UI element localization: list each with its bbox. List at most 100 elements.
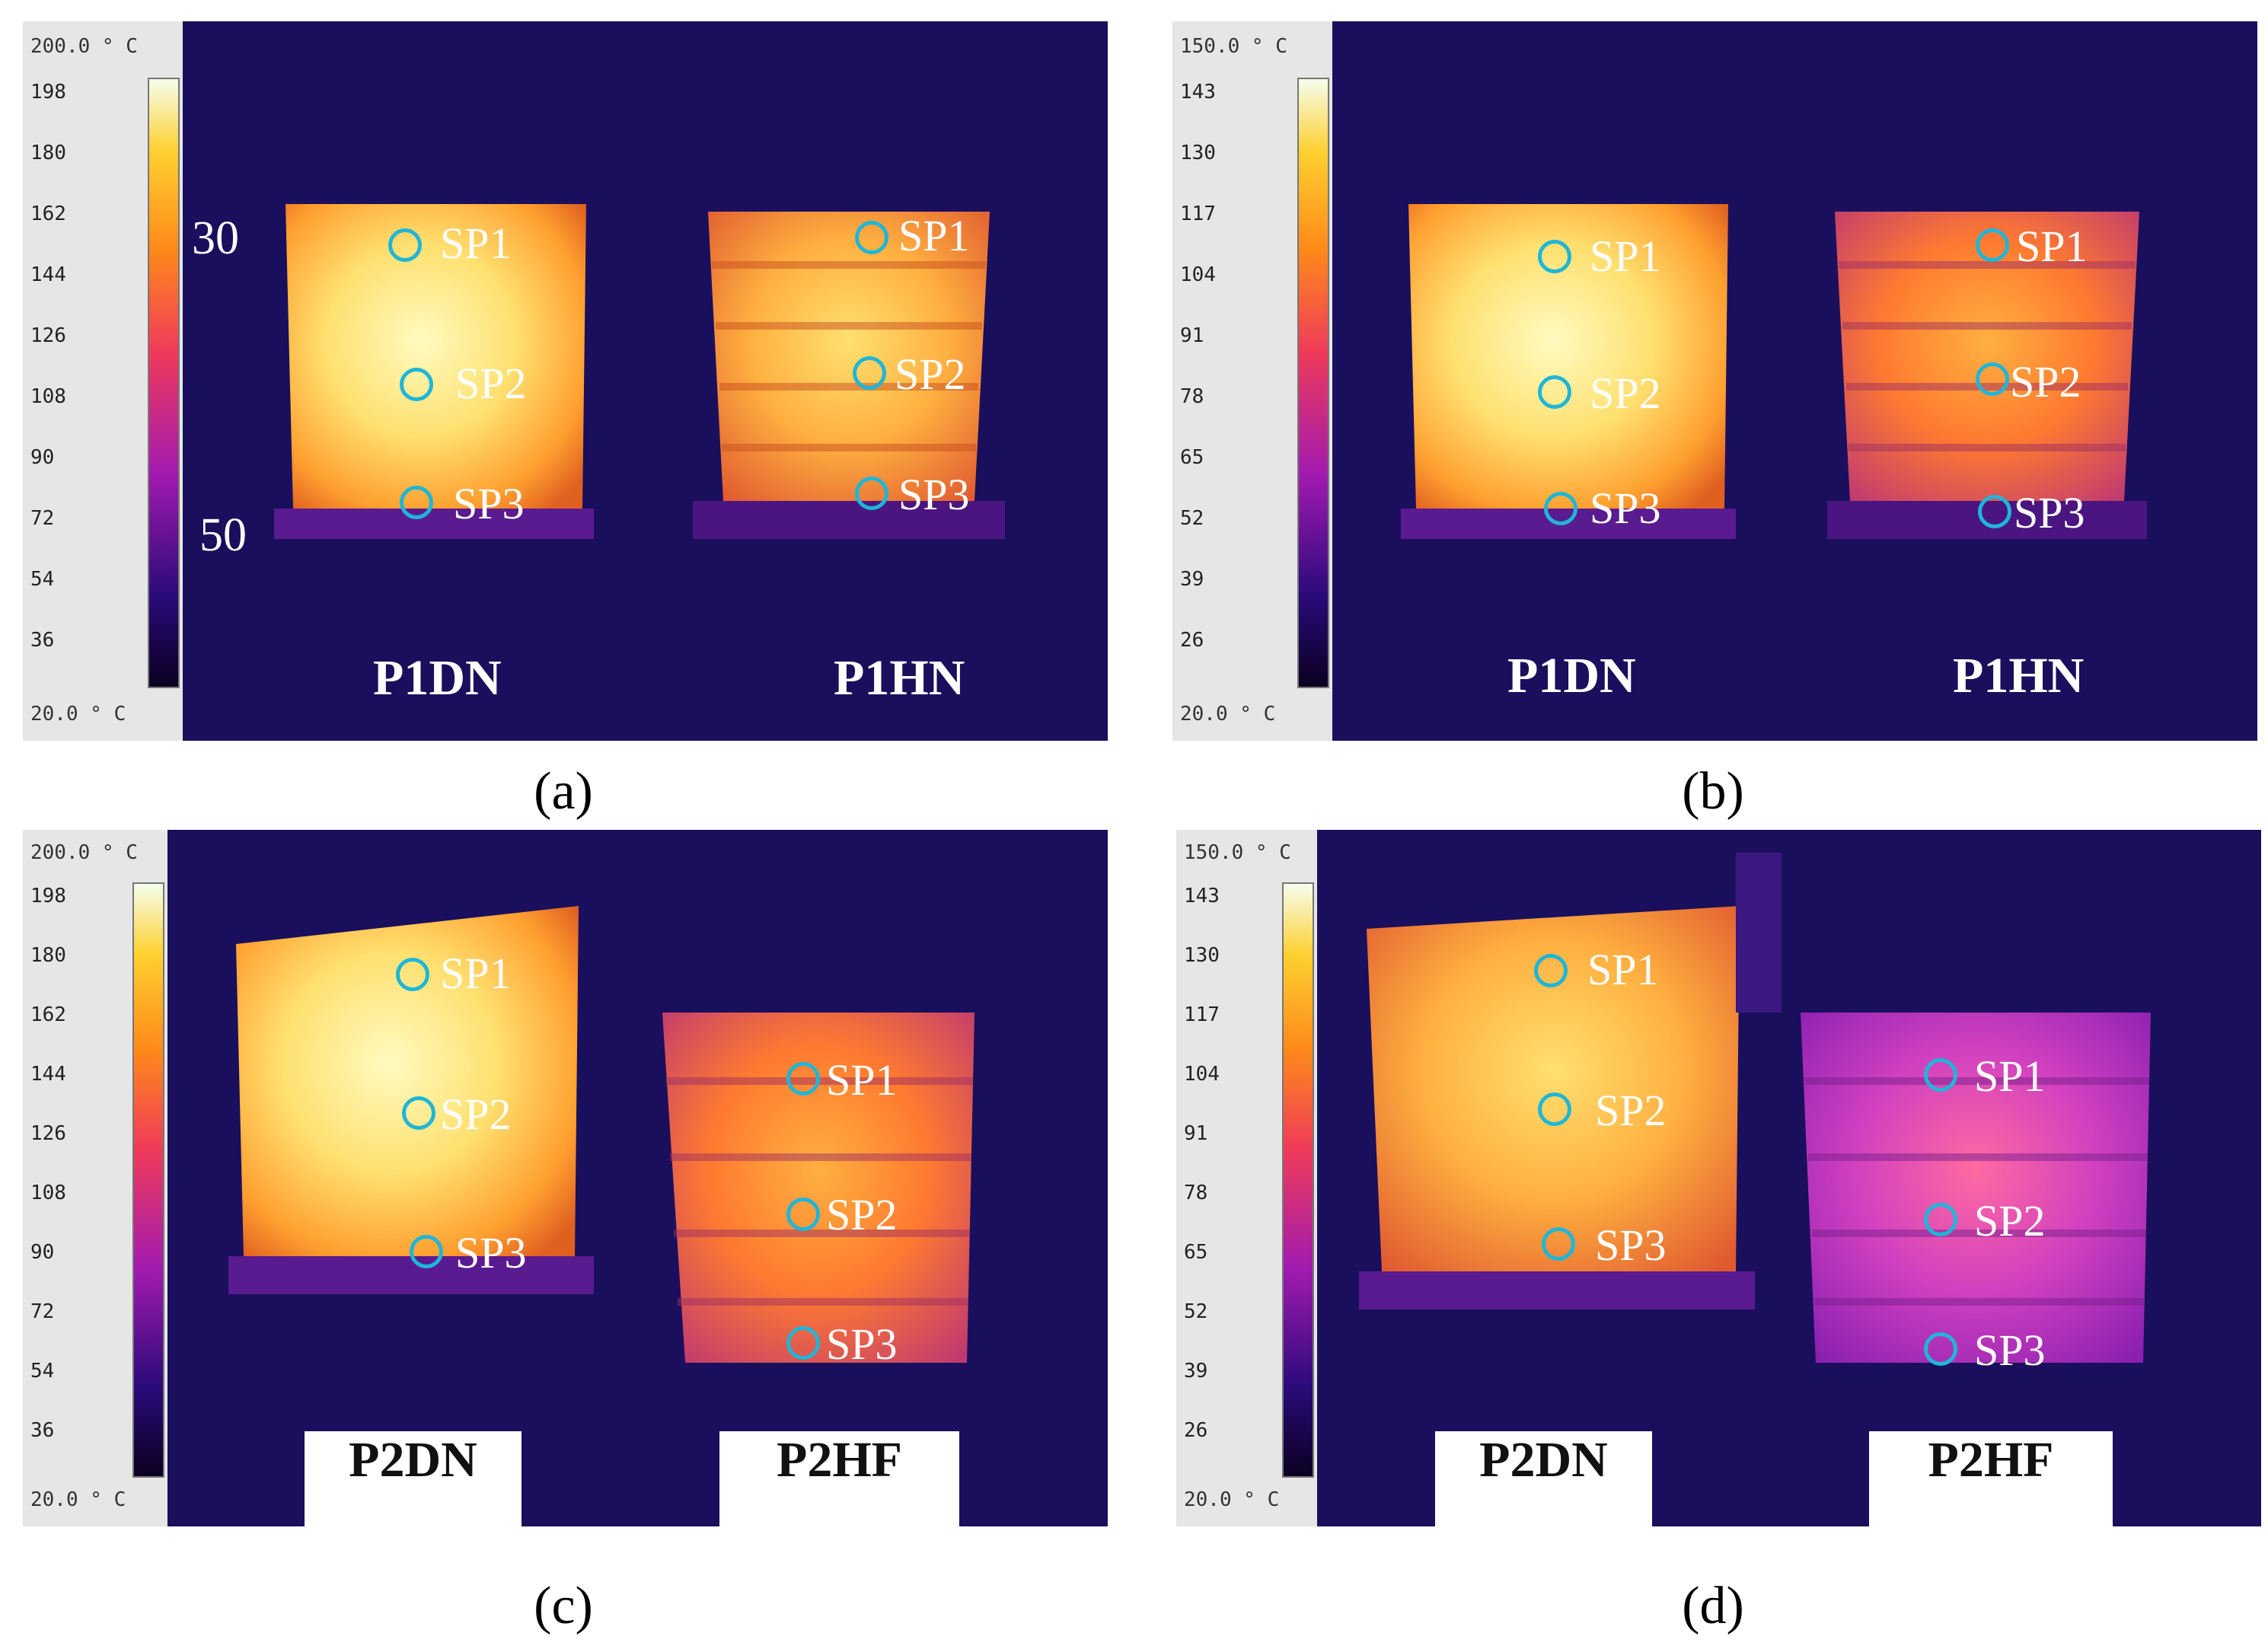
point-label: SP1 <box>440 218 512 268</box>
tick-label: 180 <box>30 142 66 164</box>
caption-a: (a) <box>534 762 593 821</box>
tick-label: 78 <box>1180 385 1204 408</box>
caption-d: (d) <box>1682 1577 1744 1635</box>
point-label: SP3 <box>1595 1220 1667 1270</box>
point-marker <box>396 958 429 991</box>
point-label: SP3 <box>455 1228 527 1277</box>
point-label: SP3 <box>1974 1325 2046 1375</box>
specimen-label: P1DN <box>1507 648 1636 703</box>
point-marker <box>786 1326 820 1360</box>
scale-bottom-a: 20.0 ° C <box>30 703 126 726</box>
tick-label: 130 <box>1180 142 1216 164</box>
point-marker <box>402 1096 435 1130</box>
point-marker <box>1544 492 1577 525</box>
thermal-image-b <box>1172 21 2257 741</box>
tick-label: 78 <box>1184 1182 1208 1204</box>
point-label: SP2 <box>1590 368 1661 418</box>
tick-label: 180 <box>30 944 66 967</box>
scale-top-c: 200.0 ° C <box>30 841 138 864</box>
point-label: SP1 <box>1974 1051 2046 1101</box>
point-label: SP2 <box>826 1190 898 1239</box>
point-label: SP3 <box>2014 488 2085 537</box>
point-label: SP1 <box>1590 231 1661 281</box>
point-marker <box>853 356 886 390</box>
point-label: SP2 <box>440 1089 512 1139</box>
thermal-image-c <box>23 830 1108 1526</box>
point-marker <box>1978 495 2011 528</box>
point-marker <box>786 1062 820 1096</box>
tick-label: 117 <box>1184 1003 1220 1026</box>
tick-label: 117 <box>1180 203 1216 225</box>
tick-label: 126 <box>30 1122 66 1145</box>
tick-label: 104 <box>1184 1063 1220 1086</box>
panel-a: 200.0 ° C 20.0 ° C 198 180 162 144 126 1… <box>23 21 1108 741</box>
tick-label: 104 <box>1180 263 1216 286</box>
tick-label: 52 <box>1184 1300 1208 1323</box>
scale-top-b: 150.0 ° C <box>1180 35 1287 58</box>
tick-label: 36 <box>30 1419 55 1442</box>
point-marker <box>1538 1092 1571 1126</box>
tick-label: 162 <box>30 1003 66 1026</box>
point-marker <box>1538 240 1571 273</box>
point-marker <box>1976 362 2009 396</box>
point-marker <box>1538 375 1571 409</box>
tick-label: 143 <box>1180 81 1216 104</box>
tick-label: 65 <box>1184 1241 1208 1264</box>
point-label: SP1 <box>1587 945 1659 994</box>
point-label: SP3 <box>826 1319 898 1369</box>
panel-b: 150.0 ° C 20.0 ° C 143 130 117 104 91 78… <box>1172 21 2257 741</box>
scale-bottom-c: 20.0 ° C <box>30 1488 126 1511</box>
tick-label: 54 <box>30 1360 55 1383</box>
thermal-image-a <box>23 21 1108 741</box>
tick-label: 91 <box>1184 1122 1208 1145</box>
dimension-30: 30 <box>192 212 239 264</box>
tick-label: 65 <box>1180 446 1204 469</box>
point-marker <box>1534 954 1568 987</box>
point-label: SP2 <box>2010 357 2081 407</box>
thermal-image-d <box>1176 830 2261 1526</box>
tick-label: 144 <box>30 263 66 286</box>
tick-label: 108 <box>30 385 66 408</box>
tick-label: 36 <box>30 629 55 652</box>
point-marker <box>1976 228 2009 262</box>
specimen-label-box: P2HF <box>719 1431 959 1526</box>
point-label: SP3 <box>898 470 970 519</box>
point-marker <box>855 221 888 254</box>
point-marker <box>855 477 888 510</box>
point-marker <box>786 1198 820 1231</box>
caption-b: (b) <box>1682 762 1744 821</box>
point-marker <box>1924 1203 1957 1236</box>
tick-label: 54 <box>30 568 55 591</box>
specimen-label-box: P2DN <box>305 1431 522 1526</box>
scale-top-d: 150.0 ° C <box>1184 841 1291 864</box>
scale-top-a: 200.0 ° C <box>30 35 138 58</box>
point-label: SP2 <box>1595 1086 1667 1135</box>
tick-label: 72 <box>30 1300 55 1323</box>
tick-label: 26 <box>1180 629 1204 652</box>
specimen-label-box: P2HF <box>1869 1431 2113 1526</box>
panel-d: 150.0 ° C 20.0 ° C 143 130 117 104 91 78… <box>1176 830 2261 1526</box>
point-label: SP1 <box>2016 222 2088 271</box>
point-marker <box>400 486 433 519</box>
tick-label: 108 <box>30 1182 66 1204</box>
point-label: SP1 <box>898 211 970 260</box>
tick-label: 144 <box>30 1063 66 1086</box>
point-label: SP2 <box>895 349 966 399</box>
tick-label: 90 <box>30 1241 55 1264</box>
panel-c: 200.0 ° C 20.0 ° C 198 180 162 144 126 1… <box>23 830 1108 1526</box>
point-label: SP3 <box>1590 483 1661 533</box>
point-marker <box>1542 1227 1575 1261</box>
tick-label: 198 <box>30 81 66 104</box>
tick-label: 162 <box>30 203 66 225</box>
point-label: SP2 <box>1974 1196 2046 1246</box>
tick-label: 130 <box>1184 944 1220 967</box>
tick-label: 39 <box>1184 1360 1208 1383</box>
specimen-label: P1HN <box>1953 648 2085 703</box>
specimen-label: P1DN <box>373 650 502 706</box>
tick-label: 72 <box>30 507 55 530</box>
tick-label: 198 <box>30 885 66 907</box>
tick-label: 39 <box>1180 568 1204 591</box>
tick-label: 143 <box>1184 885 1220 907</box>
point-label: SP1 <box>826 1055 898 1105</box>
specimen-label: P1HN <box>834 650 965 706</box>
